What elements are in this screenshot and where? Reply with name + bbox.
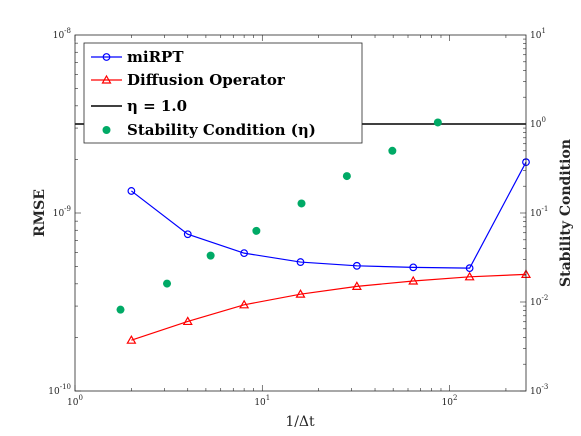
mirpt-point	[409, 263, 418, 272]
y-right-tick-label: 10-1	[530, 205, 548, 219]
legend-marker-mirpt	[102, 53, 111, 61]
x-tick-label: 102	[442, 394, 458, 408]
y-axis-left-title: RMSE	[32, 189, 48, 237]
mirpt-point	[127, 187, 136, 195]
mirpt-point	[465, 264, 474, 273]
legend-marker-stability	[102, 126, 111, 134]
stability-point	[297, 199, 306, 208]
x-axis-title: 1/Δt	[285, 414, 315, 430]
x-tick-label: 100	[67, 394, 83, 408]
legend-label-stability: Stability Condition (η)	[127, 121, 316, 139]
stability-point	[163, 279, 172, 288]
diffusion-point	[126, 334, 137, 344]
legend-marker-diffusion	[101, 74, 112, 84]
y-axis-right-title: Stability Condition	[558, 139, 574, 287]
stability-point	[116, 305, 125, 314]
diffusion-point	[182, 316, 193, 326]
y-left-tick-label: 10-8	[53, 27, 71, 41]
diffusion-point	[408, 275, 419, 285]
series-line-mirpt	[131, 161, 527, 269]
diffusion-point	[464, 271, 475, 281]
legend-label-eta: η = 1.0	[127, 97, 187, 115]
legend-label-mirpt: miRPT	[127, 48, 184, 66]
stability-point	[206, 251, 215, 260]
diffusion-point	[351, 281, 362, 290]
series-layer	[75, 118, 532, 344]
diffusion-point	[239, 299, 250, 309]
mirpt-point	[352, 261, 361, 270]
y-right-tick-label: 10-2	[530, 294, 548, 308]
y-left-tick-label: 10-10	[48, 383, 71, 397]
legend-label-diffusion: Diffusion Operator	[127, 71, 286, 89]
legend-box	[83, 42, 363, 144]
stability-point	[388, 146, 397, 155]
diffusion-point	[295, 288, 306, 298]
mirpt-point	[240, 249, 249, 258]
mirpt-point	[296, 258, 305, 266]
y-right-tick-label: 10-3	[530, 383, 548, 397]
legend: miRPT Diffusion Operator η = 1.0 Stabili…	[83, 42, 363, 144]
y-left-tick-label: 10-9	[53, 205, 71, 219]
stability-point	[433, 118, 442, 127]
ticks	[74, 35, 526, 392]
y-right-tick-label: 101	[530, 27, 546, 41]
y-right-tick-label: 100	[530, 116, 546, 130]
series-line-diffusion	[131, 273, 527, 341]
stability-point	[252, 226, 261, 235]
plot-frame	[74, 34, 527, 392]
mirpt-point	[183, 230, 192, 239]
tick-labels: 100 101 102 10-10 10-9 10-8 10-3 10-2 10-1 100 101	[48, 27, 548, 408]
stability-point	[342, 172, 351, 181]
x-tick-label: 101	[254, 394, 270, 408]
